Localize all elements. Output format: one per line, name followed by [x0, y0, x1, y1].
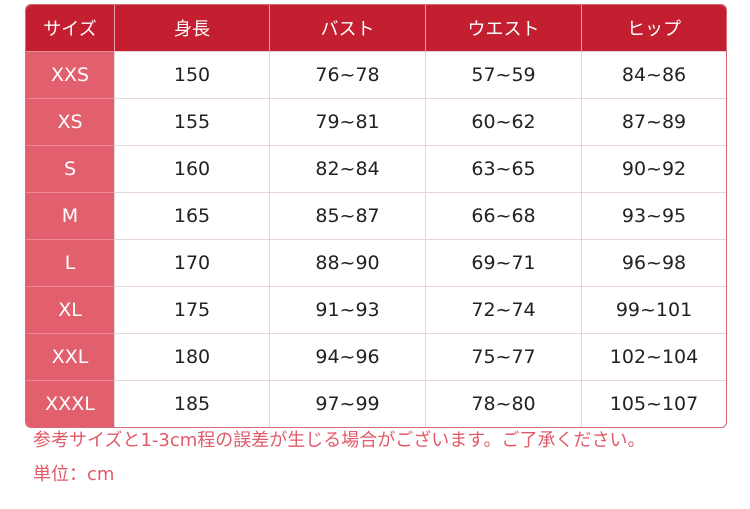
measurement-cell: 79~81: [269, 98, 426, 146]
measurement-cell: 88~90: [269, 239, 426, 287]
header-row: サイズ 身長 バスト ウエスト ヒップ: [26, 5, 726, 52]
measurement-cell: 180: [114, 333, 270, 381]
table-row: XXXL 185 97~99 78~80 105~107: [26, 380, 726, 427]
measurement-cell: 84~86: [581, 51, 726, 99]
measurement-cell: 91~93: [269, 286, 426, 334]
size-label: XXL: [26, 333, 115, 381]
measurement-cell: 165: [114, 192, 270, 240]
measurement-cell: 75~77: [425, 333, 582, 381]
table-row: XXL 180 94~96 75~77 102~104: [26, 333, 726, 381]
size-label: XXS: [26, 51, 115, 99]
measurement-cell: 57~59: [425, 51, 582, 99]
measurement-cell: 170: [114, 239, 270, 287]
measurement-cell: 82~84: [269, 145, 426, 193]
unit-note: 単位：cm: [33, 464, 115, 485]
measurement-cell: 85~87: [269, 192, 426, 240]
table-row: XXS 150 76~78 57~59 84~86: [26, 51, 726, 99]
size-label: XS: [26, 98, 115, 146]
table-row: XL 175 91~93 72~74 99~101: [26, 286, 726, 334]
measurement-cell: 90~92: [581, 145, 726, 193]
measurement-cell: 66~68: [425, 192, 582, 240]
size-label: M: [26, 192, 115, 240]
column-header: サイズ: [26, 5, 115, 52]
measurement-cell: 60~62: [425, 98, 582, 146]
measurement-cell: 96~98: [581, 239, 726, 287]
measurement-cell: 99~101: [581, 286, 726, 334]
measurement-cell: 102~104: [581, 333, 726, 381]
measurement-cell: 72~74: [425, 286, 582, 334]
size-label: XL: [26, 286, 115, 334]
measurement-cell: 69~71: [425, 239, 582, 287]
measurement-cell: 93~95: [581, 192, 726, 240]
measurement-cell: 87~89: [581, 98, 726, 146]
table-row: S 160 82~84 63~65 90~92: [26, 145, 726, 193]
measurement-cell: 185: [114, 380, 270, 427]
column-header: バスト: [269, 5, 426, 52]
table-row: M 165 85~87 66~68 93~95: [26, 192, 726, 240]
table-row: L 170 88~90 69~71 96~98: [26, 239, 726, 287]
measurement-cell: 76~78: [269, 51, 426, 99]
column-header: 身長: [114, 5, 270, 52]
measurement-cell: 94~96: [269, 333, 426, 381]
tolerance-note: 参考サイズと1-3cm程の誤差が生じる場合がございます。ご了承ください。: [33, 430, 646, 451]
measurement-cell: 175: [114, 286, 270, 334]
measurement-cell: 150: [114, 51, 270, 99]
size-label: S: [26, 145, 115, 193]
measurement-cell: 105~107: [581, 380, 726, 427]
size-chart-table: サイズ 身長 バスト ウエスト ヒップ XXS 150 76~78 57~59 84~86 XS 1…: [25, 4, 727, 428]
table-row: XS 155 79~81 60~62 87~89: [26, 98, 726, 146]
column-header: ヒップ: [581, 5, 726, 52]
size-label: L: [26, 239, 115, 287]
column-header: ウエスト: [425, 5, 582, 52]
measurement-cell: 63~65: [425, 145, 582, 193]
measurement-cell: 155: [114, 98, 270, 146]
size-label: XXXL: [26, 380, 115, 427]
measurement-cell: 97~99: [269, 380, 426, 427]
measurement-cell: 78~80: [425, 380, 582, 427]
measurement-cell: 160: [114, 145, 270, 193]
